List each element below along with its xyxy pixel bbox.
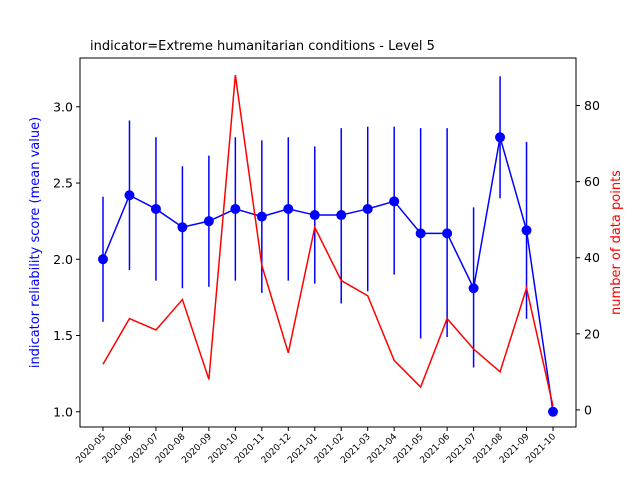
left-tick-label: 1.5 xyxy=(53,328,73,343)
data-points-line xyxy=(102,75,554,407)
left-tick-label: 2.0 xyxy=(53,252,73,267)
left-axis-ticks: 1.0 1.5 2.0 2.5 3.0 xyxy=(53,99,80,419)
right-tick-label: 80 xyxy=(584,98,600,113)
score-marker xyxy=(177,222,188,233)
score-marker xyxy=(98,254,108,265)
left-tick-label: 1.0 xyxy=(53,404,73,419)
score-marker xyxy=(336,210,347,221)
left-tick-label: 3.0 xyxy=(53,99,73,114)
score-marker xyxy=(124,190,135,201)
score-marker xyxy=(442,228,453,239)
score-marker xyxy=(468,283,479,294)
score-marker xyxy=(283,203,294,214)
reliability-score-line xyxy=(102,137,554,412)
left-axis-label: indicator reliability score (mean value) xyxy=(28,117,43,368)
score-marker xyxy=(362,203,373,214)
score-marker xyxy=(150,203,161,214)
x-axis-ticks: 2020-052020-062020-072020-082020-092020-… xyxy=(74,427,558,466)
right-axis-ticks: 0 20 40 60 80 xyxy=(576,98,600,417)
right-tick-label: 20 xyxy=(584,326,600,341)
score-marker xyxy=(309,210,320,221)
right-axis-label: number of data points xyxy=(609,170,624,315)
score-marker xyxy=(389,196,400,207)
chart-title: indicator=Extreme humanitarian condition… xyxy=(90,39,435,54)
score-marker xyxy=(256,211,267,222)
x-tick-label: 2021-10 xyxy=(524,432,558,466)
reliability-score-markers xyxy=(98,132,558,417)
score-marker xyxy=(495,132,506,143)
plot-frame xyxy=(79,57,577,428)
score-marker xyxy=(203,216,214,227)
error-bars xyxy=(102,76,528,368)
right-tick-label: 40 xyxy=(584,250,600,265)
right-tick-label: 60 xyxy=(584,174,600,189)
score-marker xyxy=(548,406,558,417)
score-marker xyxy=(230,203,241,214)
left-tick-label: 2.5 xyxy=(53,176,73,191)
right-tick-label: 0 xyxy=(584,402,592,417)
score-marker xyxy=(415,228,426,239)
score-marker xyxy=(521,225,532,236)
